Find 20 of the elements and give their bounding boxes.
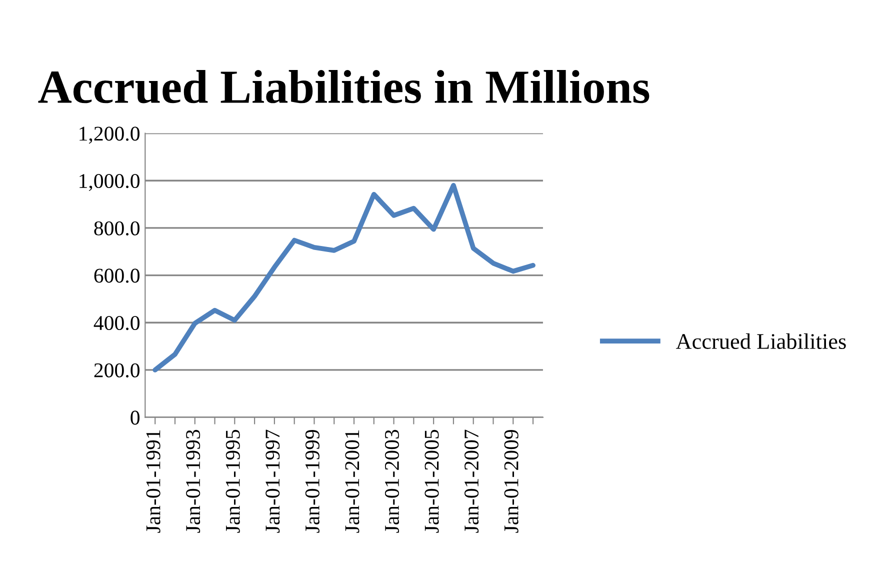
x-tick-label: Jan-01-2001 [345,430,360,533]
legend-label: Accrued Liabilities [676,333,846,350]
x-tick-label: Jan-01-2009 [504,430,518,533]
x-tick-label: Jan-01-2007 [464,430,479,533]
y-tick-label: 1,200.0 [80,126,140,144]
x-tick-label: Jan-01-2005 [424,430,439,533]
line-series [152,182,536,372]
x-tick-label: Jan-01-1991 [146,430,160,533]
x-tick-label: Jan-01-1995 [226,430,240,533]
x-tick-label: Jan-01-2003 [384,430,400,533]
y-tick-label: 800.0 [94,221,140,236]
x-tick-label: Jan-01-1999 [305,430,320,533]
chart-title: Accrued Liabilities in Millions [38,70,650,104]
x-tick-label: Jan-01-1997 [266,430,280,533]
x-tick-label: Jan-01-1993 [186,430,200,533]
y-tick-label: 0 [130,410,140,425]
y-tick-label: 400.0 [94,316,140,330]
y-tick-label: 200.0 [94,363,140,378]
y-tick-label: 600.0 [94,268,140,283]
y-tick-label: 1,000.0 [80,174,140,192]
